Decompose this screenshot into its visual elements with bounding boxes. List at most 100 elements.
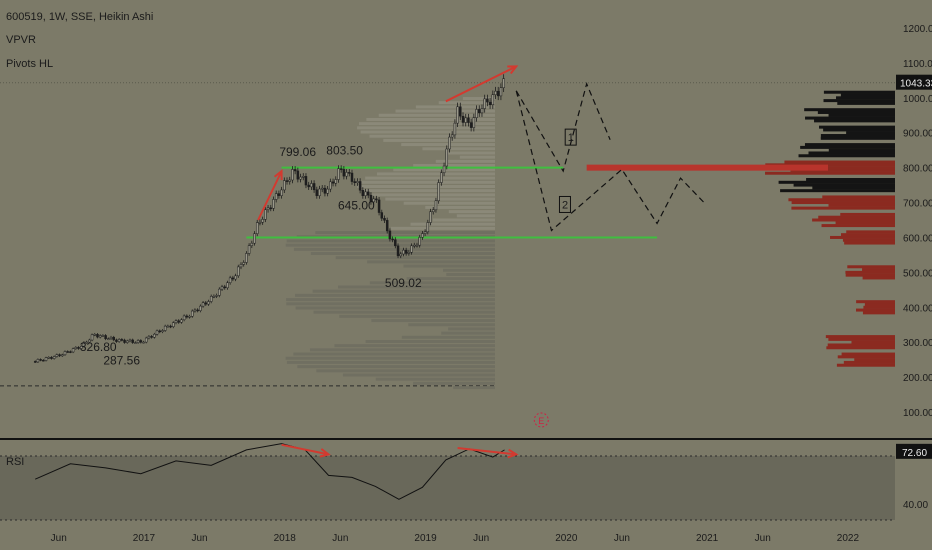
candle-body <box>480 108 484 114</box>
candle-body <box>109 336 113 339</box>
candle-body <box>120 339 124 341</box>
candle-body <box>207 301 210 305</box>
candle-body <box>98 335 102 338</box>
volume-level-bar <box>836 363 895 367</box>
candle-body <box>421 233 424 238</box>
candle-body <box>285 180 289 182</box>
candle-body <box>291 169 294 181</box>
volume-profile-bar <box>453 386 495 390</box>
volume-profile-bar <box>337 285 495 289</box>
volume-level-bar <box>818 215 895 219</box>
volume-level-bar <box>793 183 895 187</box>
candle-body <box>266 207 270 211</box>
divergence-arrow-2019-head <box>507 65 519 75</box>
candle-body <box>115 339 118 342</box>
candle-body <box>326 188 329 194</box>
candle-body <box>90 334 94 341</box>
candle-body <box>494 90 497 95</box>
volume-level-bar <box>846 131 895 135</box>
candle-body <box>488 101 492 105</box>
earnings-letter: E <box>538 416 544 426</box>
volume-profile-bar <box>369 281 495 285</box>
rsi-line <box>34 443 505 500</box>
candle-body <box>478 109 481 114</box>
volume-level-bar <box>793 166 895 170</box>
current-price-value: 1043.33 <box>900 79 932 90</box>
candle-body <box>77 347 80 349</box>
time-axis-tick: 2017 <box>133 533 156 544</box>
candle-body <box>502 78 505 88</box>
time-axis-tick: 2018 <box>274 533 297 544</box>
volume-level-bar <box>778 180 895 184</box>
volume-level-bar <box>822 195 895 199</box>
volume-profile-bar <box>378 113 495 117</box>
candle-body <box>496 90 500 97</box>
candle-body <box>190 310 194 317</box>
volume-level-bar <box>863 305 895 309</box>
candle-body <box>163 325 167 331</box>
candle-body <box>250 242 254 246</box>
volume-profile-bar <box>359 122 495 126</box>
candle-body <box>334 179 338 184</box>
volume-level-bar <box>837 355 895 359</box>
volume-profile-bar <box>403 201 495 205</box>
candle-body <box>131 339 134 343</box>
volume-profile-bar <box>459 155 495 159</box>
volume-level-bar <box>806 178 895 182</box>
candle-body <box>82 342 86 347</box>
rsi-current-value: 72.60 <box>902 448 927 459</box>
candle-body <box>310 183 313 188</box>
candle-body <box>112 336 115 341</box>
volume-profile-bar <box>462 97 495 101</box>
volume-level-bar <box>845 270 895 274</box>
candle-body <box>423 231 427 234</box>
volume-profile-bar <box>443 268 495 272</box>
volume-profile-bar <box>406 277 495 281</box>
candle-body <box>345 172 348 177</box>
candle-body <box>136 340 140 343</box>
price-axis-tick: 500.00 <box>903 268 932 279</box>
candle-body <box>315 189 319 196</box>
price-axis-tick: 1200.00 <box>903 24 932 35</box>
candle-body <box>155 330 159 335</box>
volume-level-bar <box>854 358 895 362</box>
candle-body <box>215 295 218 297</box>
rsi-band <box>0 456 895 520</box>
scenario-label: 2 <box>562 199 568 211</box>
price-axis-tick: 400.00 <box>903 303 932 314</box>
candle-body <box>296 170 300 180</box>
volume-profile-bar <box>361 189 495 193</box>
volume-level-bar <box>842 238 895 242</box>
candle-body <box>350 172 354 182</box>
volume-profile-bar <box>315 231 495 235</box>
candle-body <box>375 198 378 201</box>
candle-body <box>323 187 327 194</box>
volume-profile-bar <box>376 172 495 176</box>
volume-profile-bar <box>366 117 495 121</box>
volume-level-bar <box>840 233 895 237</box>
volume-level-bar <box>828 148 895 152</box>
price-axis-tick: 900.00 <box>903 129 932 140</box>
volume-profile-bar <box>294 293 495 297</box>
price-axis-tick: 300.00 <box>903 338 932 349</box>
candle-body <box>134 342 137 344</box>
volume-level-bar <box>788 198 895 202</box>
candle-body <box>499 87 503 97</box>
time-axis-tick: Jun <box>332 533 348 544</box>
volume-profile-bar <box>297 365 495 369</box>
time-axis-tick: 2020 <box>555 533 578 544</box>
candle-body <box>339 168 343 170</box>
volume-profile-bar <box>295 306 495 310</box>
volume-profile-bar <box>286 360 495 364</box>
candle-body <box>358 181 362 191</box>
volume-level-bar <box>814 119 895 123</box>
candle-body <box>418 237 421 246</box>
volume-profile-bar <box>313 310 495 314</box>
volume-level-bar <box>843 360 895 364</box>
price-axis-tick: 800.00 <box>903 164 932 175</box>
candle-body <box>277 193 281 196</box>
volume-level-bar <box>812 218 895 222</box>
volume-level-bar <box>825 335 895 339</box>
volume-level-bar <box>804 108 895 112</box>
volume-level-bar <box>819 125 895 129</box>
